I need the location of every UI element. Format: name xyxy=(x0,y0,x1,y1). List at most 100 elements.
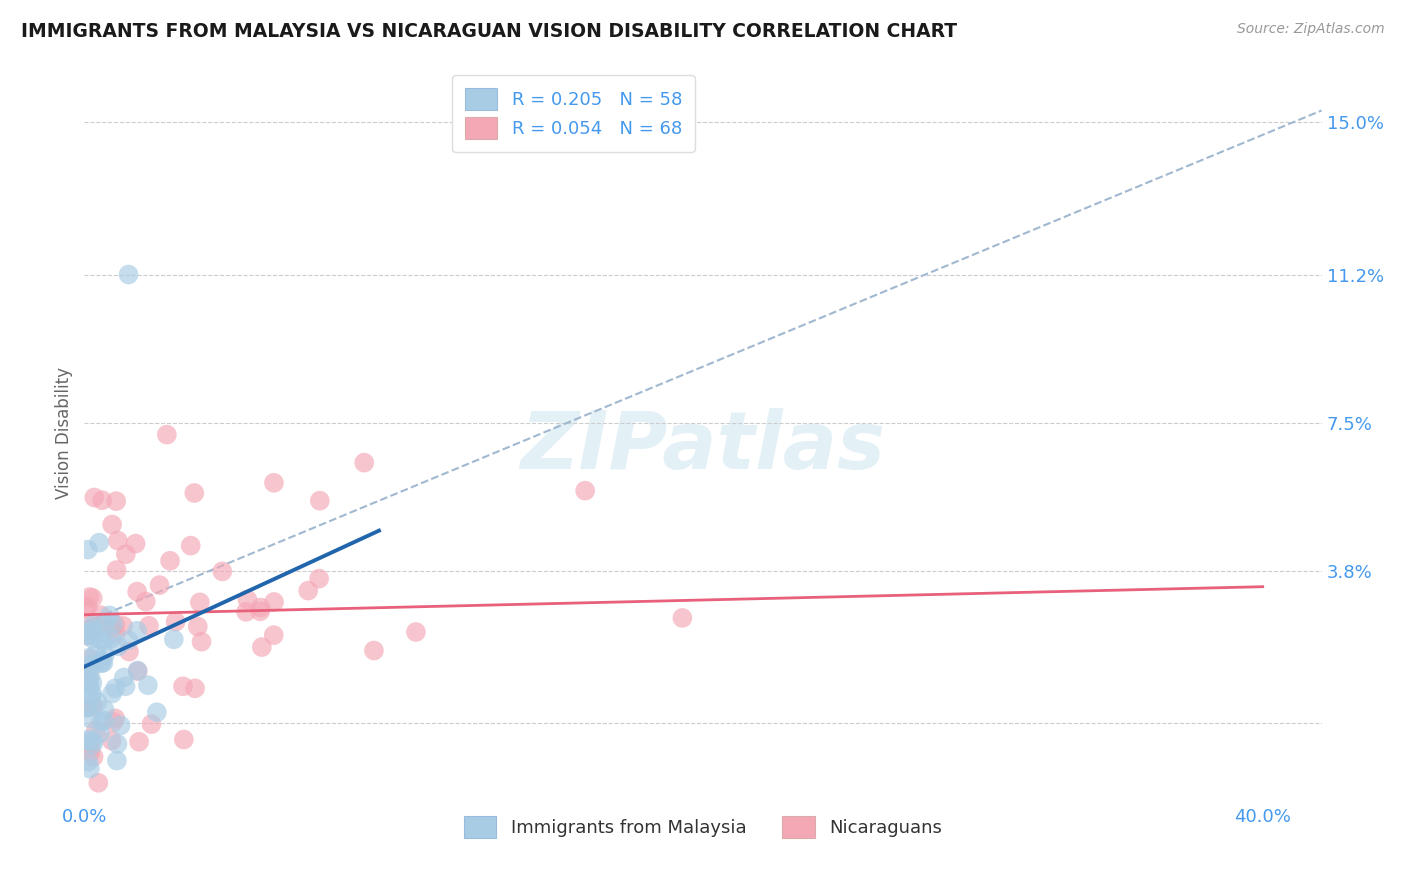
Point xyxy=(104,617,127,632)
Point xyxy=(190,634,212,648)
Point xyxy=(84,723,107,737)
Point xyxy=(73,699,96,714)
Point xyxy=(100,620,122,634)
Point xyxy=(671,611,693,625)
Point xyxy=(110,718,132,732)
Point xyxy=(84,646,107,660)
Point xyxy=(77,674,100,689)
Point xyxy=(76,628,98,642)
Point xyxy=(249,600,271,615)
Point xyxy=(118,644,141,658)
Point xyxy=(100,632,122,646)
Point xyxy=(82,687,104,701)
Point xyxy=(117,633,139,648)
Point xyxy=(141,717,163,731)
Point xyxy=(180,539,202,553)
Point xyxy=(82,624,104,638)
Point xyxy=(77,732,100,747)
Point xyxy=(90,632,112,647)
Legend: Immigrants from Malaysia, Nicaraguans: Immigrants from Malaysia, Nicaraguans xyxy=(457,809,949,846)
Point xyxy=(146,705,169,719)
Point xyxy=(405,625,427,640)
Point xyxy=(188,595,211,609)
Point xyxy=(105,494,128,508)
Point xyxy=(83,491,105,505)
Point xyxy=(77,755,100,769)
Point xyxy=(93,703,115,717)
Point xyxy=(114,679,136,693)
Point xyxy=(183,486,205,500)
Point xyxy=(574,483,596,498)
Point xyxy=(103,617,125,632)
Point xyxy=(79,590,101,604)
Point xyxy=(82,591,104,606)
Point xyxy=(82,618,104,632)
Point xyxy=(75,626,97,640)
Point xyxy=(124,536,146,550)
Point xyxy=(76,617,98,632)
Point xyxy=(86,621,108,635)
Point xyxy=(100,733,122,747)
Point xyxy=(107,737,129,751)
Point xyxy=(211,565,233,579)
Point xyxy=(172,679,194,693)
Point xyxy=(79,746,101,760)
Point xyxy=(353,456,375,470)
Point xyxy=(107,533,129,548)
Point xyxy=(82,675,104,690)
Point xyxy=(235,605,257,619)
Point xyxy=(76,629,98,643)
Point xyxy=(93,714,115,728)
Point xyxy=(297,583,319,598)
Point xyxy=(127,664,149,678)
Point xyxy=(79,739,101,754)
Point xyxy=(127,624,149,638)
Point xyxy=(236,592,259,607)
Point xyxy=(87,535,110,549)
Point xyxy=(90,657,112,671)
Text: Source: ZipAtlas.com: Source: ZipAtlas.com xyxy=(1237,22,1385,37)
Point xyxy=(148,578,170,592)
Point xyxy=(79,652,101,666)
Point xyxy=(138,619,160,633)
Point xyxy=(117,268,139,282)
Point xyxy=(82,658,104,673)
Point xyxy=(76,542,98,557)
Point xyxy=(75,600,97,615)
Point xyxy=(77,599,100,614)
Point xyxy=(114,547,136,561)
Point xyxy=(263,628,285,642)
Point xyxy=(173,732,195,747)
Point xyxy=(90,714,112,729)
Point xyxy=(165,615,187,629)
Point xyxy=(163,632,186,647)
Point xyxy=(112,619,135,633)
Point xyxy=(86,695,108,709)
Point xyxy=(105,563,128,577)
Point xyxy=(82,737,104,751)
Point xyxy=(82,733,104,747)
Point xyxy=(80,628,103,642)
Point xyxy=(104,681,127,696)
Point xyxy=(80,689,103,703)
Point xyxy=(77,700,100,714)
Point xyxy=(79,670,101,684)
Point xyxy=(112,671,135,685)
Point xyxy=(79,650,101,665)
Point xyxy=(93,633,115,648)
Point xyxy=(128,735,150,749)
Point xyxy=(76,700,98,714)
Point xyxy=(79,680,101,694)
Point xyxy=(127,584,149,599)
Point xyxy=(84,623,107,637)
Point xyxy=(156,427,179,442)
Point xyxy=(93,656,115,670)
Point xyxy=(79,762,101,776)
Point xyxy=(89,726,111,740)
Point xyxy=(91,493,114,508)
Point xyxy=(187,619,209,633)
Point xyxy=(363,643,385,657)
Point xyxy=(91,654,114,668)
Point xyxy=(94,615,117,630)
Point xyxy=(184,681,207,696)
